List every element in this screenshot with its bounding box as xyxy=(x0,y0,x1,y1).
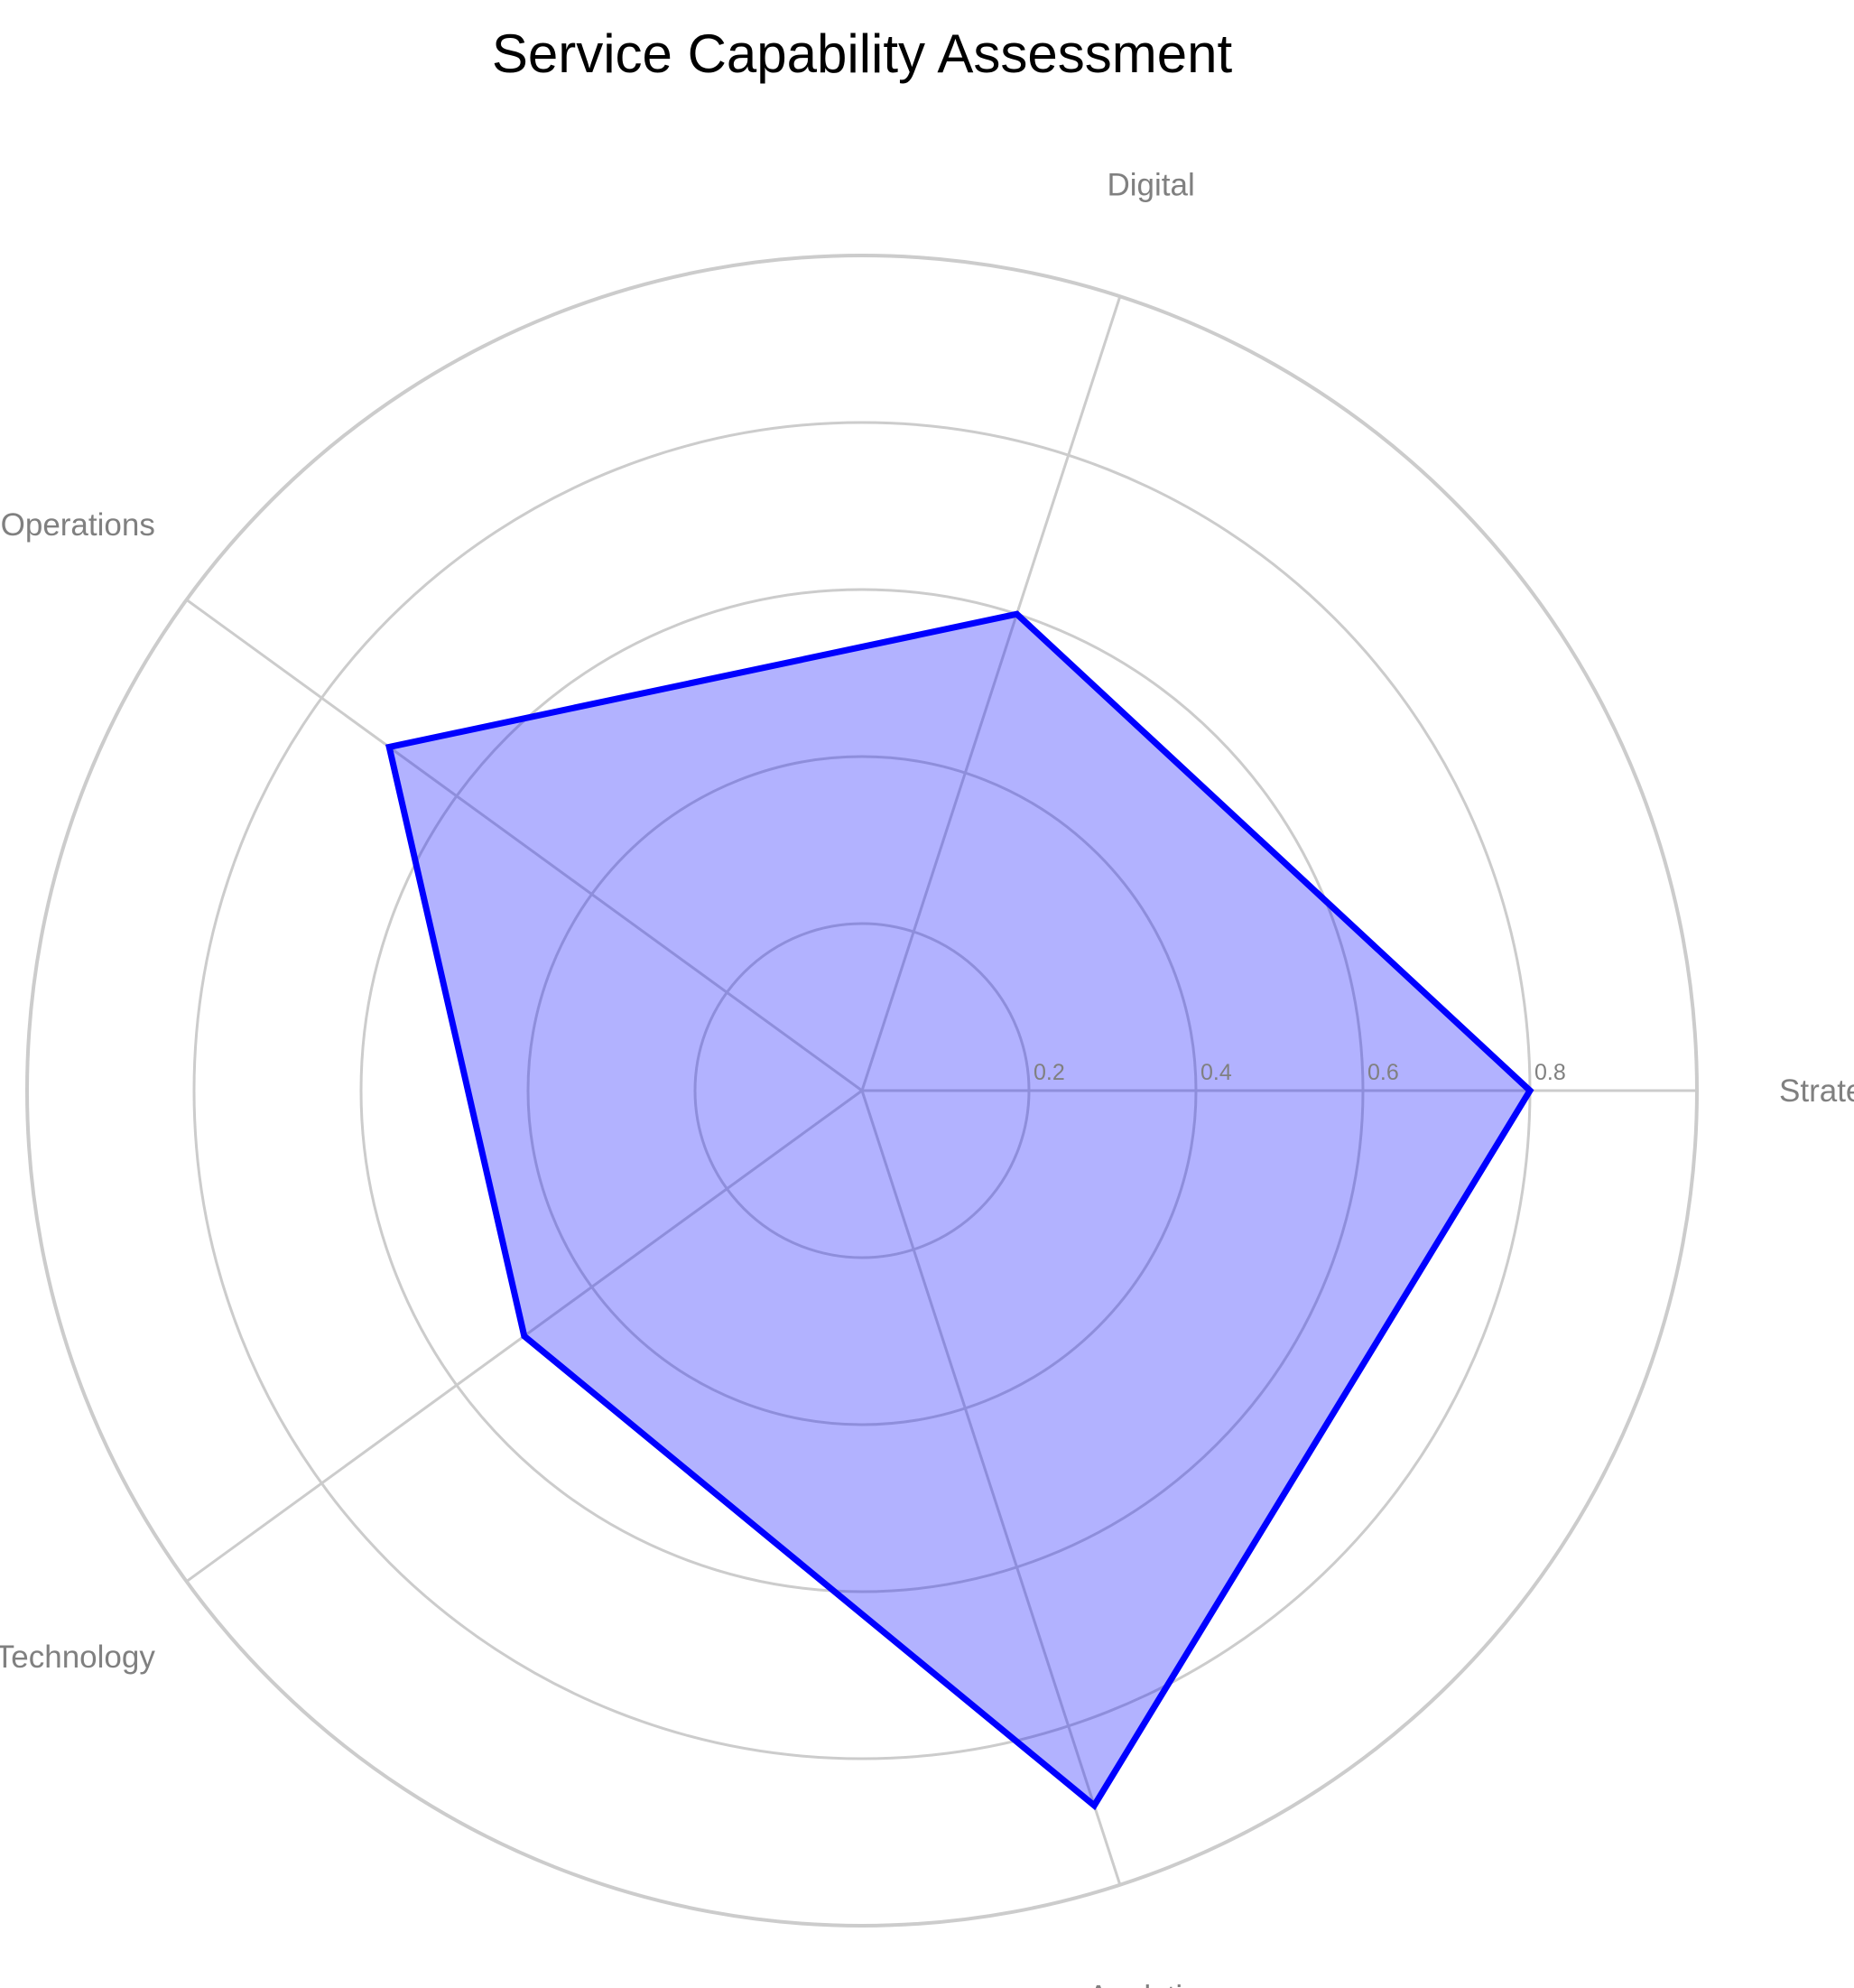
data-point-analytics xyxy=(1091,1802,1098,1808)
chart-title: Service Capability Assessment xyxy=(492,23,1233,84)
category-label-strategy: Strategy xyxy=(1779,1073,1854,1109)
data-series xyxy=(385,610,1534,1811)
category-label-operations: Operations xyxy=(1,507,155,543)
spoke-digital xyxy=(860,295,1122,1092)
data-point-technology xyxy=(521,1333,527,1339)
radial-tick-labels: 0.2 0.4 0.6 0.8 xyxy=(1034,1060,1566,1085)
category-label-analytics: Analytics xyxy=(1088,1979,1214,1988)
category-label-digital: Digital xyxy=(1108,168,1195,203)
series-line xyxy=(385,610,1534,1811)
data-point-operations xyxy=(386,744,393,750)
category-label-technology: Technology xyxy=(0,1640,155,1675)
r-tick-label: 0.4 xyxy=(1200,1060,1232,1085)
spoke-analytics xyxy=(860,1090,1122,1886)
data-point-strategy xyxy=(1527,1088,1533,1093)
r-tick-label: 0.8 xyxy=(1534,1060,1566,1085)
r-tick-label: 0.2 xyxy=(1034,1060,1065,1085)
category-labels: Strategy Digital Operations Technology Analy… xyxy=(0,168,1854,1988)
r-tick-label: 0.6 xyxy=(1367,1060,1399,1085)
series-area xyxy=(389,614,1531,1806)
data-point-digital xyxy=(1014,611,1020,618)
spoke-operations xyxy=(185,599,863,1092)
